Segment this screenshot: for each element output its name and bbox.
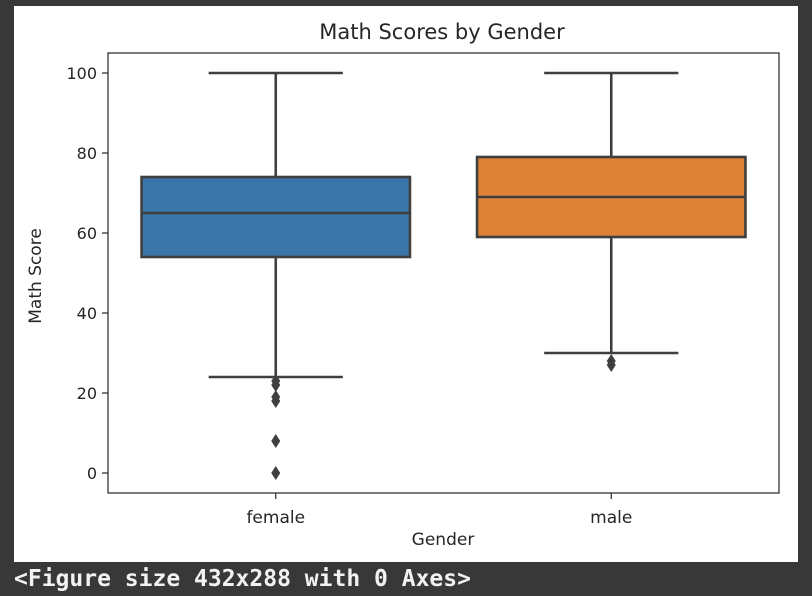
male-outlier-1 — [606, 358, 616, 372]
axes-frame — [107, 52, 780, 494]
y-tick-label-20: 20 — [77, 384, 97, 403]
female-outlier-1 — [271, 378, 281, 392]
female-outlier-3 — [271, 394, 281, 408]
y-tick-label-0: 0 — [87, 464, 97, 483]
box-plot: Math Scores by Gender Math Score Gender … — [26, 20, 780, 550]
chart-marks: 0 20 40 60 80 100 female male — [66, 64, 747, 528]
x-tick-label-male: male — [590, 508, 632, 528]
female-box — [140, 175, 412, 259]
figure-size-output: <Figure size 432x288 with 0 Axes> — [14, 566, 471, 592]
y-tick-label-60: 60 — [77, 224, 97, 243]
figure-panel — [14, 6, 798, 562]
y-tick-label-100: 100 — [66, 64, 97, 83]
x-tick-label-female: female — [246, 508, 305, 528]
female-outlier-4 — [271, 434, 281, 448]
y-axis-label: Math Score — [26, 228, 46, 324]
chart-title: Math Scores by Gender — [319, 20, 565, 44]
y-tick-label-40: 40 — [77, 304, 97, 323]
female-outlier-5 — [271, 466, 281, 480]
x-axis-label: Gender — [412, 530, 475, 550]
y-tick-label-80: 80 — [77, 144, 97, 163]
